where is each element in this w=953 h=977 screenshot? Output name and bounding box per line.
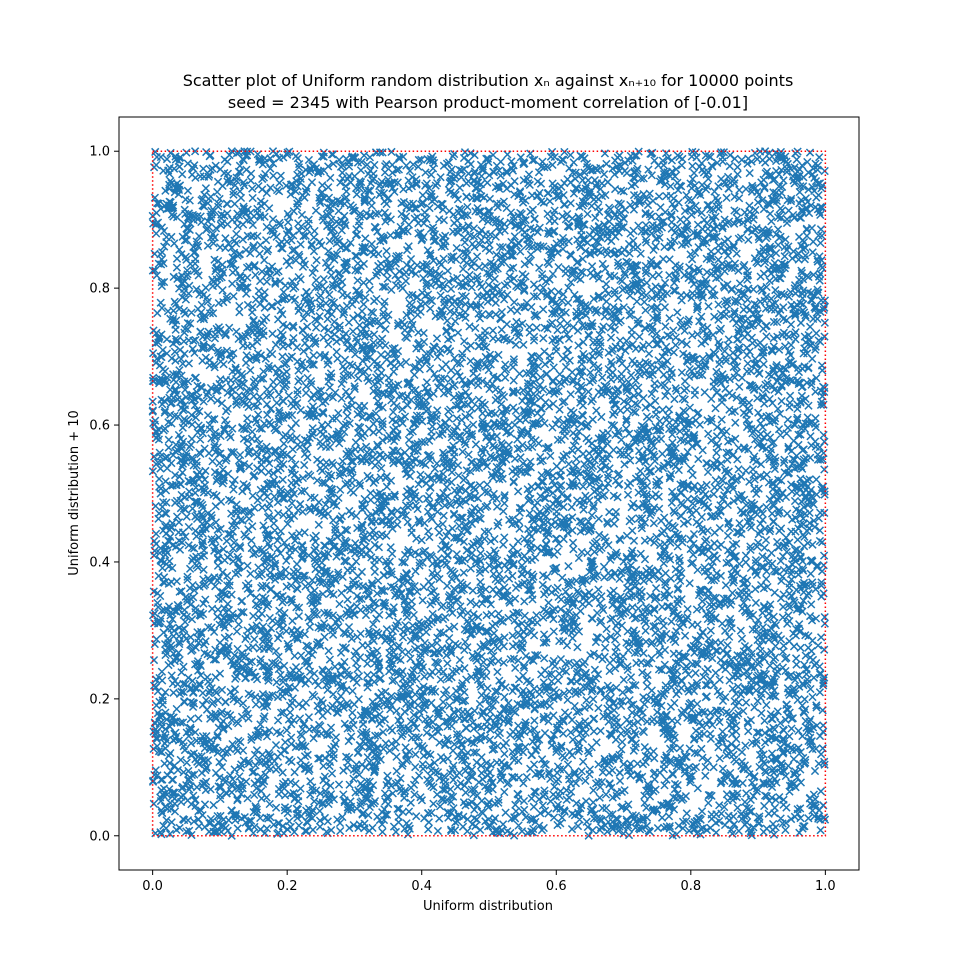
y-tick-label: 0.4 xyxy=(89,555,110,570)
scatter-points xyxy=(148,147,830,840)
x-axis-label: Uniform distribution xyxy=(423,899,553,914)
x-tick-label: 0.0 xyxy=(142,879,163,894)
reference-box xyxy=(151,150,827,837)
x-tick-label: 0.6 xyxy=(546,879,567,894)
chart-title-line-2: seed = 2345 with Pearson product-moment … xyxy=(228,93,748,112)
y-axis-label: Uniform distribution + 10 xyxy=(67,410,82,576)
plot-frame xyxy=(118,116,860,871)
x-tick-label: 0.4 xyxy=(411,879,432,894)
y-tick-label: 0.8 xyxy=(89,282,110,297)
scatter-point-markers xyxy=(148,147,830,840)
x-tick-label: 0.2 xyxy=(277,879,298,894)
y-tick-label: 0.6 xyxy=(89,419,110,434)
x-tick-label: 1.0 xyxy=(815,879,836,894)
chart-title-line-1: Scatter plot of Uniform random distribut… xyxy=(183,71,794,90)
x-tick-label: 0.8 xyxy=(680,879,701,894)
y-axis-ticks: 0.0 0.2 0.4 0.6 0.8 1.0 xyxy=(89,145,119,844)
reference-box-outline xyxy=(151,150,827,837)
y-tick-label: 0.0 xyxy=(89,829,110,844)
y-tick-label: 1.0 xyxy=(89,145,110,160)
y-tick-label: 0.2 xyxy=(89,692,110,707)
x-axis-ticks: 0.0 0.2 0.4 0.6 0.8 1.0 xyxy=(142,870,836,894)
